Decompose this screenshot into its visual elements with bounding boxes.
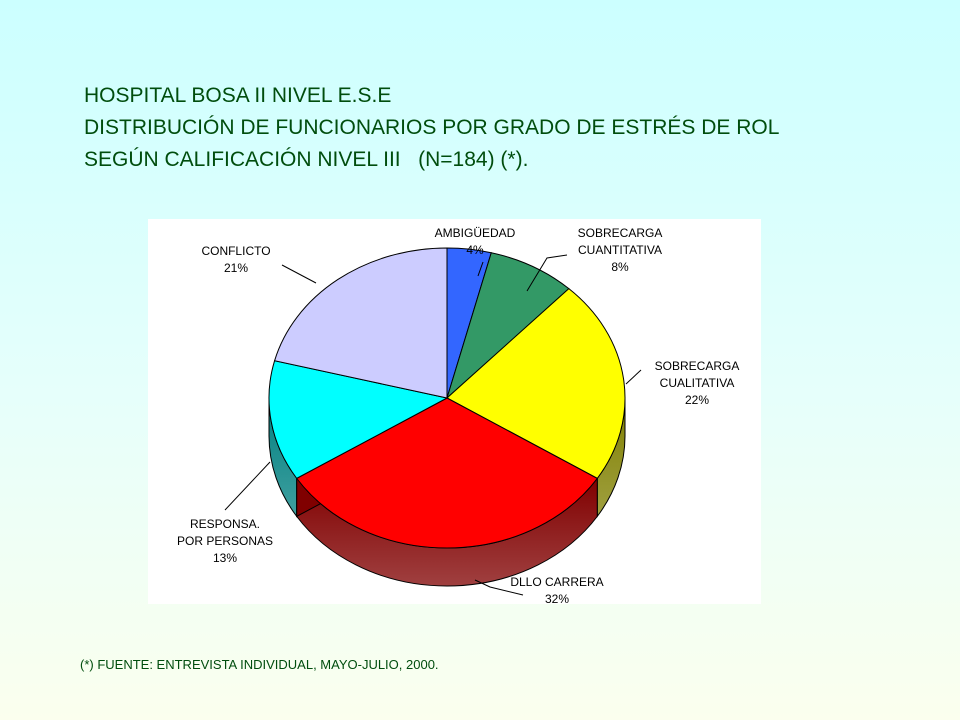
pie-tops <box>268 247 626 549</box>
category-label-responsa-por-personas: POR PERSONAS <box>177 534 273 548</box>
slice-conflicto <box>273 247 448 399</box>
slice-sobrecarga-cuantitativa <box>445 252 570 400</box>
leader-dllo-carrera <box>474 579 524 596</box>
slice-labels: AMBIGÜEDAD 4% SOBRECARGA CUANTITATIVA 8% SOBR… <box>177 226 739 606</box>
category-label-responsa-por-personas: RESPONSA. <box>190 517 260 531</box>
chart-title: HOSPITAL BOSA II NIVEL E.S.E DISTRIBUCIÓ… <box>84 80 924 176</box>
value-label-sobrecarga-cualitativa: 22% <box>685 393 709 407</box>
category-label-sobrecarga-cuantitativa: CUANTITATIVA <box>578 243 662 257</box>
value-label-dllo-carrera: 32% <box>545 592 569 606</box>
value-label-ambiguedad: 4% <box>466 243 484 257</box>
leader-sobrecarga-cuantitativa <box>526 254 568 292</box>
title-line-qualification: SEGÚN CALIFICACIÓN NIVEL III (N=184) (*)… <box>84 148 529 171</box>
value-label-conflicto: 21% <box>224 261 248 275</box>
leader-responsa-por-personas <box>224 461 271 511</box>
slice-sobrecarga-cualitativa <box>446 288 626 480</box>
leader-ambiguedad <box>477 261 484 277</box>
slice-dllo-carrera <box>295 397 599 549</box>
title-line-hospital: HOSPITAL BOSA II NIVEL E.S.E <box>84 84 392 107</box>
leader-lines <box>224 254 642 596</box>
title-line-distribution: DISTRIBUCIÓN DE FUNCIONARIOS POR GRADO D… <box>84 116 780 139</box>
leader-sobrecarga-cualitativa <box>625 369 642 385</box>
category-label-sobrecarga-cuantitativa: SOBRECARGA <box>578 226 663 240</box>
leader-conflicto <box>281 264 317 284</box>
value-label-sobrecarga-cuantitativa: 8% <box>611 260 629 274</box>
category-label-ambiguedad: AMBIGÜEDAD <box>435 226 516 240</box>
slice-responsa-por-personas <box>268 360 449 480</box>
category-label-sobrecarga-cualitativa: CUALITATIVA <box>660 376 735 390</box>
category-label-sobrecarga-cualitativa: SOBRECARGA <box>655 359 740 373</box>
source-footnote: (*) FUENTE: ENTREVISTA INDIVIDUAL, MAYO-… <box>80 657 439 672</box>
category-label-conflicto: CONFLICTO <box>201 244 270 258</box>
value-label-responsa-por-personas: 13% <box>213 551 237 565</box>
category-label-dllo-carrera: DLLO CARRERA <box>510 575 603 589</box>
